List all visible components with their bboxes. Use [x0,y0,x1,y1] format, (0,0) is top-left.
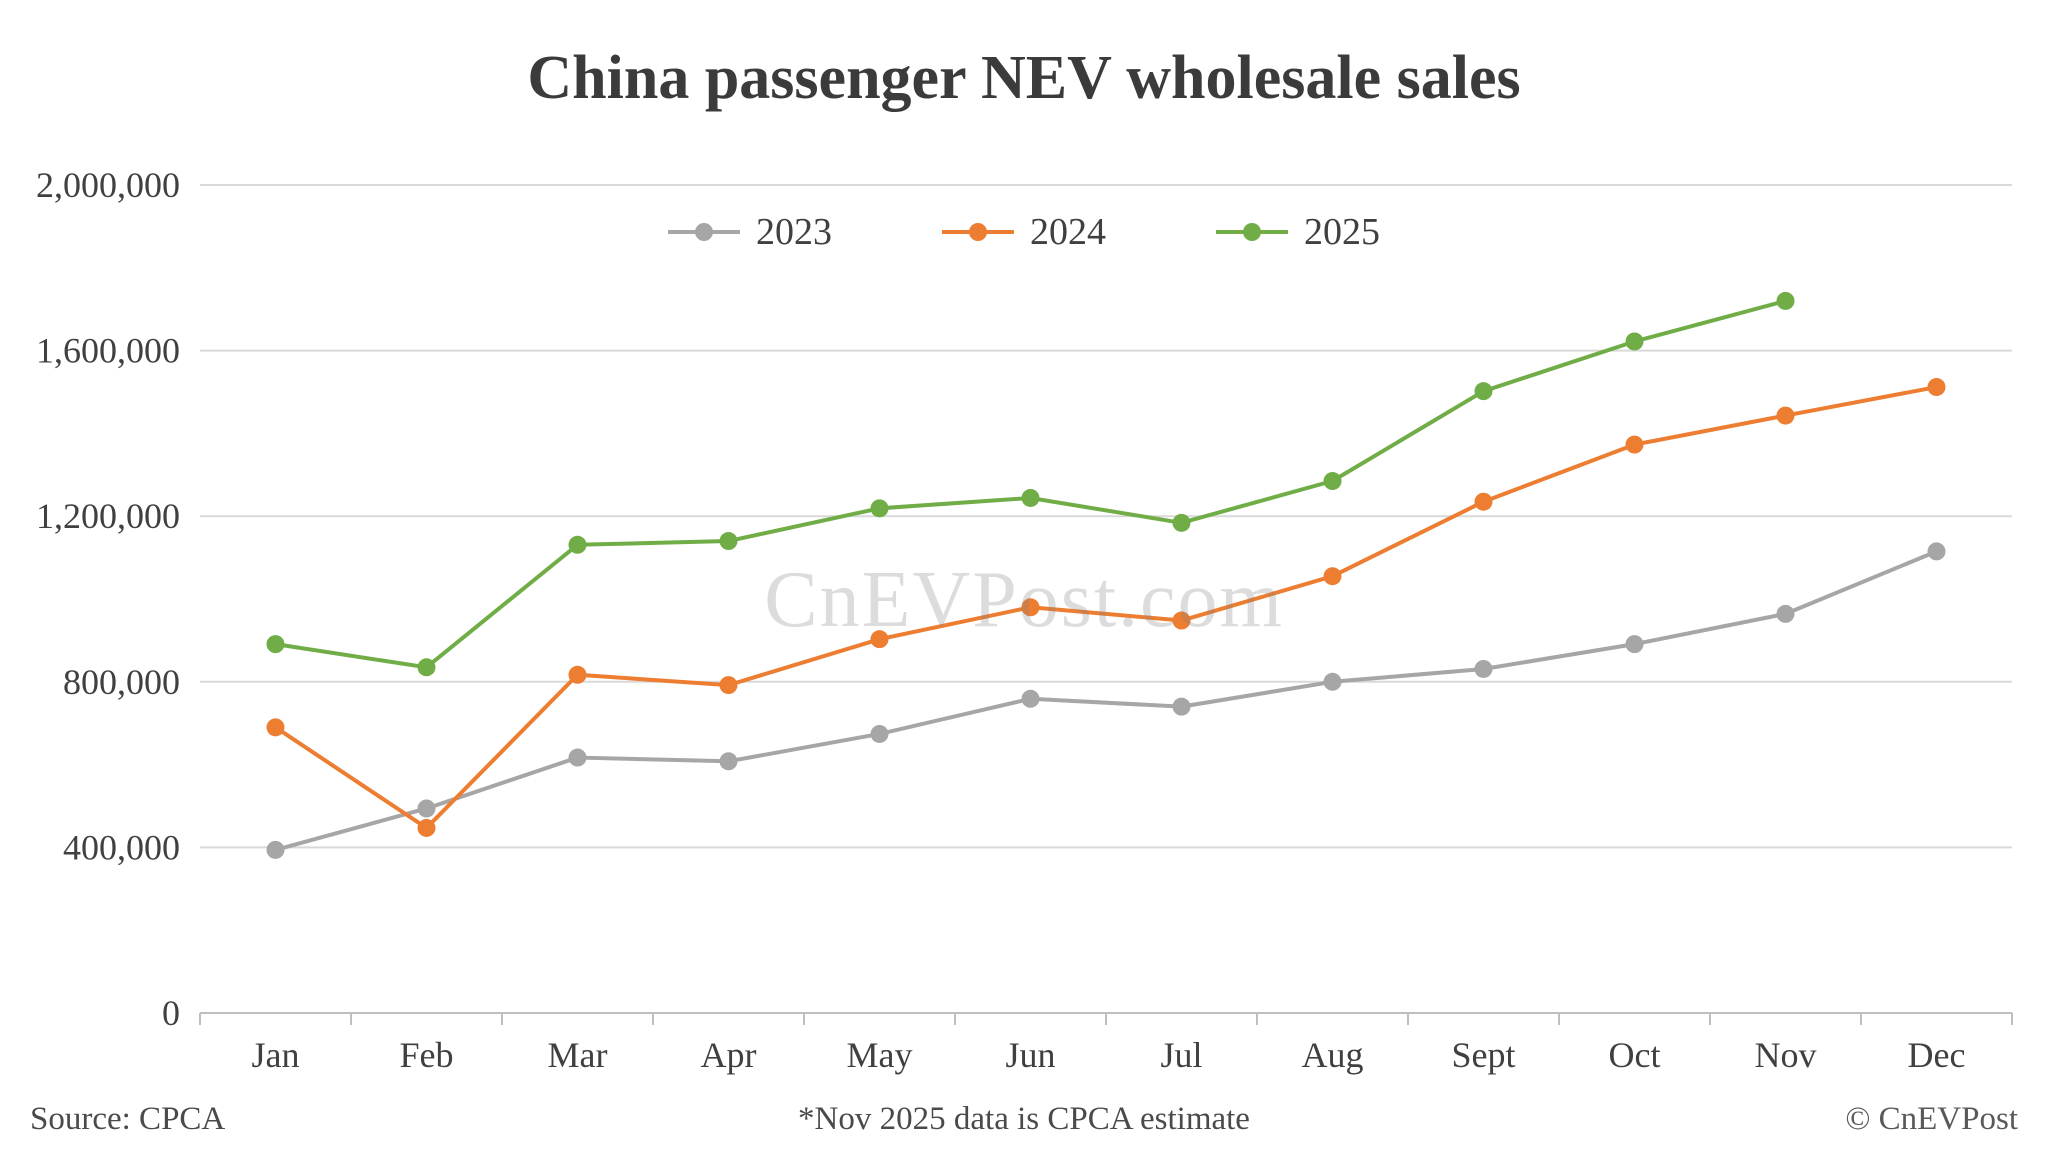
legend-label: 2024 [1030,211,1106,253]
legend-item-2025: 2025 [1216,210,1380,254]
data-point-2023 [266,840,285,859]
chart-title: China passenger NEV wholesale sales [527,44,1521,112]
legend-marker-icon [942,223,1014,241]
title-block: China passenger NEV wholesale sales [0,0,2048,115]
x-tick-label: Apr [701,1035,757,1075]
x-tick-label: May [847,1035,913,1075]
data-point-2025 [568,535,587,554]
data-point-2023 [1625,635,1644,654]
data-point-2025 [1172,513,1191,532]
data-point-2025 [1021,488,1040,507]
data-point-2023 [1776,604,1795,623]
data-point-2025 [1625,332,1644,351]
data-point-2024 [1927,378,1946,397]
data-point-2024 [870,630,889,649]
data-point-2024 [719,676,738,695]
data-point-2024 [1625,435,1644,454]
legend-marker-icon [1216,223,1288,241]
series-line-2024 [273,385,1939,830]
x-tick-label: Feb [400,1035,454,1075]
data-point-2023 [719,752,738,771]
legend-label: 2023 [756,211,832,253]
data-point-2025 [417,658,436,677]
data-point-2024 [266,718,285,737]
data-point-2025 [870,499,889,518]
footer: Source: CPCA *Nov 2025 data is CPCA esti… [0,1085,2048,1153]
data-point-2024 [1323,567,1342,586]
legend-item-2023: 2023 [668,210,832,254]
data-point-2023 [1474,659,1493,678]
data-point-2024 [1776,406,1795,425]
legend-marker-icon [668,223,740,241]
y-tick-label: 400,000 [63,827,180,867]
series-line-2023 [273,549,1939,852]
data-point-2025 [1323,472,1342,491]
legend-item-2024: 2024 [942,210,1106,254]
data-point-2025 [719,532,738,551]
chart-area: 0 400,000 800,000 1,200,000 1,600,000 2,000,0… [0,115,2048,1085]
data-point-2024 [1021,598,1040,617]
x-tick-label: Aug [1302,1035,1364,1075]
chart-legend: 2023 2024 2025 [0,210,2048,254]
x-tick-label: Oct [1609,1035,1661,1075]
copyright: © CnEVPost [1845,1100,2018,1137]
footnote: *Nov 2025 data is CPCA estimate [798,1100,1250,1137]
x-tick-label: Jul [1160,1035,1202,1075]
y-tick-label: 1,200,000 [36,496,180,536]
data-point-2025 [1474,382,1493,401]
data-point-2023 [1172,697,1191,716]
data-point-2023 [870,724,889,743]
line-chart-canvas: 0 400,000 800,000 1,200,000 1,600,000 2,000,0… [36,165,2013,1075]
x-tick-label: Jun [1005,1035,1055,1075]
data-point-2023 [417,799,436,818]
data-point-2023 [1323,672,1342,691]
x-tick-label: Dec [1908,1035,1966,1075]
data-point-2025 [266,635,285,654]
x-tick-label: Jan [252,1035,300,1075]
data-point-2024 [1474,492,1493,511]
x-tick-label: Sept [1451,1035,1515,1075]
data-point-2023 [1021,689,1040,708]
data-point-2024 [568,665,587,684]
y-tick-label: 800,000 [63,662,180,702]
data-point-2023 [568,748,587,767]
data-point-2023 [1927,542,1946,561]
x-tick-label: Mar [548,1035,608,1075]
legend-label: 2025 [1304,211,1380,253]
y-tick-label: 2,000,000 [36,165,180,205]
y-tick-label: 0 [162,993,180,1033]
x-tick-label: Nov [1755,1035,1817,1075]
y-tick-label: 1,600,000 [36,331,180,371]
data-point-2024 [417,818,436,837]
data-point-2025 [1776,291,1795,310]
source-label: Source: CPCA [30,1100,226,1137]
data-point-2024 [1172,611,1191,630]
